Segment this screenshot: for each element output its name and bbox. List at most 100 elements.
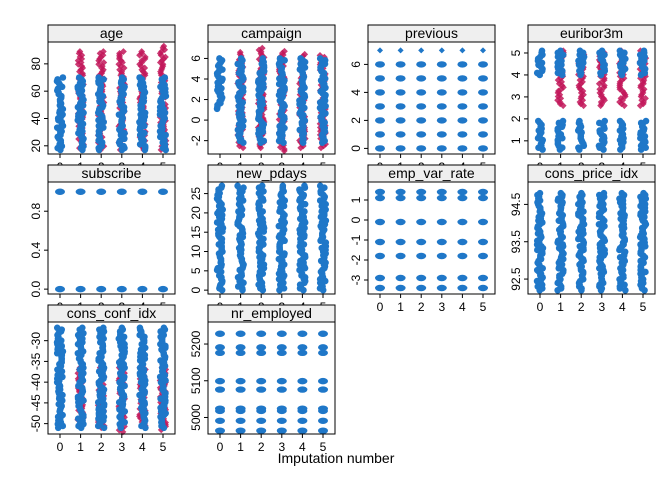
y-tick-label: 0.0 <box>29 280 43 297</box>
observed-point <box>478 238 488 246</box>
x-tick-label: 2 <box>258 440 265 454</box>
observed-point <box>215 330 225 337</box>
imputed-point <box>157 399 164 406</box>
observed-point <box>235 386 246 393</box>
observed-point <box>622 286 629 294</box>
panel-title: nr_employed <box>231 305 312 321</box>
observed-point <box>533 69 541 77</box>
observed-point <box>256 344 267 351</box>
panel-title: emp_var_rate <box>388 165 475 181</box>
observed-point <box>158 188 168 195</box>
observed-point <box>616 117 624 125</box>
observed-point <box>436 252 447 260</box>
imputed-point <box>116 49 123 57</box>
observed-point <box>235 405 246 412</box>
x-tick-label: 0 <box>217 440 224 454</box>
observed-point <box>59 348 67 355</box>
y-tick-label: 4 <box>509 71 523 78</box>
imputed-point <box>141 53 149 61</box>
imputed-point <box>161 100 169 108</box>
imputed-point <box>556 98 564 106</box>
observed-point <box>416 274 427 282</box>
x-tick-label: 0 <box>537 300 544 314</box>
imputed-point <box>555 87 562 95</box>
observed-point <box>436 131 447 138</box>
observed-point <box>478 194 488 202</box>
y-tick-label: 5100 <box>189 367 203 394</box>
observed-point <box>216 55 223 62</box>
observed-point <box>96 285 107 293</box>
observed-point <box>256 330 267 337</box>
observed-point <box>297 55 304 62</box>
observed-point <box>218 182 226 190</box>
observed-point <box>297 386 308 393</box>
x-tick-label: 1 <box>397 300 404 314</box>
imputed-point <box>78 51 86 59</box>
observed-point <box>256 417 267 424</box>
imputed-point <box>301 50 309 58</box>
y-axis: 20 40 60 80 <box>29 57 48 152</box>
observed-point <box>375 252 385 260</box>
imputed-point <box>95 60 103 68</box>
observed-point <box>478 75 488 82</box>
observed-point <box>559 241 567 248</box>
imputed-point <box>239 144 247 152</box>
observed-point <box>237 55 245 62</box>
observed-point <box>321 56 329 64</box>
x-tick-label: 4 <box>139 440 146 454</box>
panel-frame <box>207 41 336 155</box>
observed-point <box>457 194 468 202</box>
observed-point <box>395 61 406 68</box>
observed-point <box>75 74 83 81</box>
y-tick-label: -1 <box>349 234 363 245</box>
observed-point <box>600 189 608 197</box>
observed-point <box>375 284 385 292</box>
observed-point <box>436 103 447 110</box>
observed-point <box>478 218 488 226</box>
panel-frame <box>367 181 496 295</box>
observed-point <box>296 266 303 274</box>
observed-point <box>395 194 406 202</box>
imputed-point <box>258 44 266 52</box>
observed-point <box>318 349 328 357</box>
observed-point <box>276 427 287 434</box>
observed-point <box>416 103 427 110</box>
y-tick-label: -50 <box>29 415 43 433</box>
observed-point <box>59 74 67 81</box>
observed-point <box>96 188 107 195</box>
observed-point <box>279 182 287 190</box>
y-tick-label: 92.5 <box>509 267 523 291</box>
observed-point <box>395 218 406 226</box>
observed-point <box>158 285 168 293</box>
observed-point <box>436 194 447 202</box>
panel-points <box>213 182 330 294</box>
y-tick-label: 10 <box>189 245 203 259</box>
y-axis: 0.0 0.4 0.8 <box>29 203 48 297</box>
imputed-point <box>100 59 108 66</box>
observed-point <box>478 117 488 124</box>
observed-point <box>297 349 308 357</box>
observed-point <box>438 47 445 54</box>
observed-point <box>457 274 468 282</box>
imputed-point <box>138 57 146 65</box>
y-tick-label: 4 <box>349 89 363 96</box>
observed-point <box>215 417 225 424</box>
observed-point <box>240 184 247 191</box>
panel-frame <box>47 181 176 295</box>
imputed-point <box>138 48 146 55</box>
x-tick-label: 4 <box>459 300 466 314</box>
observed-point <box>416 131 427 138</box>
imputed-point <box>280 145 288 153</box>
imputed-point <box>322 140 330 148</box>
observed-point <box>375 61 385 68</box>
y-tick-label: 6 <box>349 61 363 68</box>
observed-point <box>395 145 406 152</box>
imputed-point <box>116 66 124 74</box>
observed-point <box>536 189 544 197</box>
panel-points <box>215 330 328 434</box>
observed-point <box>297 427 308 434</box>
imputed-point <box>77 66 85 74</box>
y-axis: 1 2 3 4 5 <box>509 49 528 144</box>
